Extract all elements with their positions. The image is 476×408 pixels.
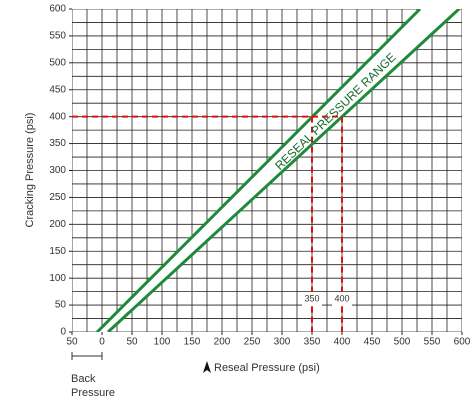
back-label: Back [71,373,96,385]
plot-area [72,9,462,332]
series-line [106,9,461,332]
y-tick-label: 350 [49,138,66,149]
y-tick-label: 100 [49,273,66,284]
x-tick-label: 450 [364,337,381,348]
y-tick-label: 250 [49,192,66,203]
y-tick-label: 300 [49,165,66,176]
x-tick-label: 50 [126,337,138,348]
range-band [97,9,459,332]
y-tick-label: 400 [49,111,66,122]
x-tick-label: 300 [274,337,291,348]
y-tick-label: 550 [49,31,66,42]
arrow-marker [203,361,211,373]
y-tick-label: 450 [49,84,66,95]
x-tick-label: 400 [334,337,351,348]
y-tick-label: 50 [55,300,67,311]
x-axis-title: Reseal Pressure (psi) [214,362,320,374]
back-label: Pressure [71,387,115,399]
y-tick-label: 150 [49,246,66,257]
x-tick-label: 600 [454,337,471,348]
reference-label-box [332,292,352,306]
x-tick-label: 500 [394,337,411,348]
y-tick-label: 200 [49,219,66,230]
back-pressure-bracket [71,352,103,360]
y-tick-label: 500 [49,57,66,68]
annotation: RESEAL PRESSURE RANGE [272,50,398,173]
x-tick-label: 350 [304,337,321,348]
reference-label-box [302,292,322,306]
reference-label: 350 [304,293,319,303]
x-tick-label: 250 [244,337,261,348]
x-tick-label: 50 [66,337,78,348]
y-tick-label: 600 [49,4,66,15]
x-tick-label: 150 [184,337,201,348]
x-tick-label: 550 [424,337,441,348]
y-tick-label: 0 [60,327,66,338]
x-tick-label: 200 [214,337,231,348]
series-line [96,9,422,332]
y-axis-title: Cracking Pressure (psi) [24,113,36,228]
reference-label: 400 [334,293,349,303]
x-tick-label: 0 [99,337,105,348]
x-tick-label: 100 [154,337,171,348]
